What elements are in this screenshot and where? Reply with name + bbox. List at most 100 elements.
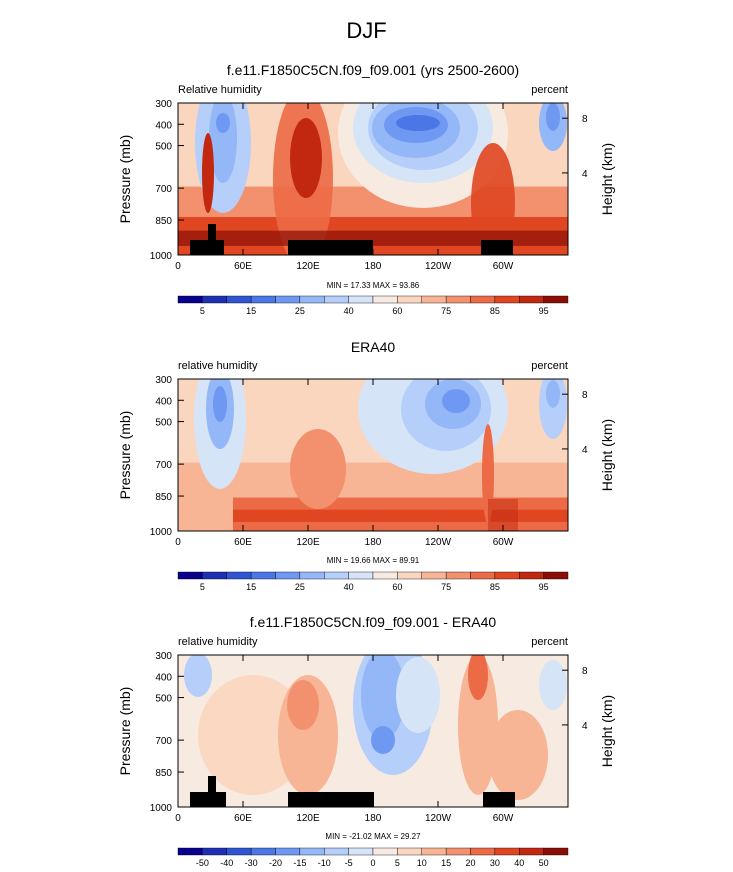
contour-region: [396, 657, 440, 733]
colorbar-label: 95: [539, 306, 549, 316]
y-tick-label: 850: [155, 492, 172, 503]
contour-region: [471, 143, 515, 255]
y-tick-label: 500: [155, 694, 172, 705]
terrain-mask: [288, 792, 374, 807]
terrain-mask: [208, 776, 216, 807]
contour-region: [539, 660, 567, 710]
colorbar-label: 40: [344, 306, 354, 316]
x-tick-label: 120W: [425, 261, 452, 272]
colorbar-label: 50: [539, 858, 549, 868]
colorbar-swatch: [324, 295, 349, 304]
colorbar-swatch: [275, 847, 301, 856]
terrain-mask: [288, 240, 294, 255]
contour-region: [458, 655, 498, 795]
colorbar-label: -20: [269, 858, 282, 868]
panel-3-colorbar: -50 -40 -30 -20 -15 -10 -5 0 5 10 15 20 30 40 50: [177, 847, 569, 868]
colorbar-swatch: [299, 847, 325, 856]
y-axis-title: Pressure (mb): [117, 135, 133, 224]
colorbar-swatch: [494, 847, 520, 856]
panel-1-units-label: percent: [531, 84, 568, 96]
panel-3-min-max: MIN = -21.02 MAX = 29.27: [325, 832, 421, 841]
y-tick-label: 700: [155, 184, 172, 195]
colorbar-label: 5: [200, 306, 205, 316]
colorbar-swatch: [226, 847, 252, 856]
colorbar-swatch: [470, 847, 496, 856]
panel-3-title: f.e11.F1850C5CN.f09_f09.001 - ERA40: [249, 614, 497, 630]
colorbar-label: 75: [441, 306, 451, 316]
colorbar-label: 25: [295, 306, 305, 316]
contour-region: [290, 429, 346, 509]
colorbar-swatch: [324, 571, 349, 580]
y-tick-label: 500: [155, 142, 172, 153]
panel-3-units-label: percent: [531, 636, 568, 648]
x-tick-label: 60E: [234, 261, 252, 272]
colorbar-swatch: [372, 847, 398, 856]
contour-region: [198, 675, 308, 795]
contour-region: [396, 115, 440, 131]
colorbar-label: -50: [196, 858, 209, 868]
colorbar-swatch: [519, 295, 544, 304]
colorbar-swatch: [470, 571, 496, 580]
colorbar-swatch: [226, 571, 252, 580]
y2-axis-title: Height (km): [599, 143, 615, 215]
colorbar-swatch: [372, 295, 398, 304]
colorbar-swatch: [250, 847, 276, 856]
panel-1-colorbar: 5 15 25 40 60 75 85 95: [177, 295, 569, 316]
contour-region: [290, 118, 322, 198]
y2-tick-label: 8: [582, 390, 588, 401]
colorbar-label: -40: [220, 858, 233, 868]
contour-region: [546, 380, 560, 408]
contour-region: [184, 655, 212, 697]
colorbar-label: 15: [246, 582, 256, 592]
colorbar-swatch: [445, 847, 471, 856]
colorbar-swatch: [519, 847, 544, 856]
contour-region: [442, 389, 470, 413]
y-axis-title: Pressure (mb): [117, 687, 133, 776]
colorbar-swatch: [348, 571, 374, 580]
terrain-mask: [208, 224, 216, 255]
panel-2-contour-field: [178, 379, 568, 531]
y2-tick-label: 4: [582, 169, 588, 180]
panel-3-contour-field: [178, 655, 568, 807]
y-tick-label: 700: [155, 460, 172, 471]
panel-2-variable-label: relative humidity: [178, 360, 258, 372]
x-tick-label: 120W: [425, 537, 452, 548]
colorbar-swatch: [421, 571, 447, 580]
panel-1: 0 60E 120E 180 120W 60W 300 400 500 700 850 1000 8 4 P…: [117, 99, 615, 316]
y-tick-label: 850: [155, 768, 172, 779]
colorbar-label: 40: [344, 582, 354, 592]
contour-region: [488, 710, 548, 800]
y-tick-label: 300: [155, 651, 172, 662]
colorbar-label: 95: [539, 582, 549, 592]
colorbar-label: -30: [245, 858, 258, 868]
colorbar-swatch: [445, 571, 471, 580]
colorbar-swatch: [177, 571, 203, 580]
colorbar-swatch: [397, 847, 422, 856]
y-tick-label: 400: [155, 120, 172, 131]
panel-1-variable-label: Relative humidity: [178, 84, 262, 96]
y-tick-label: 300: [155, 375, 172, 386]
panel-3: 0 60E 120E 180 120W 60W300400500700850100084P…: [117, 651, 615, 868]
x-tick-label: 60E: [234, 537, 252, 548]
x-tick-label: 0: [175, 537, 181, 548]
y2-tick-label: 4: [582, 721, 588, 732]
colorbar-label: 5: [395, 858, 400, 868]
y2-axis-title: Height (km): [599, 419, 615, 491]
colorbar-label: -10: [318, 858, 331, 868]
y-tick-label: 1000: [150, 527, 173, 538]
x-tick-label: 0: [175, 261, 181, 272]
colorbar-label: 60: [392, 582, 402, 592]
colorbar-swatch: [299, 571, 325, 580]
colorbar-swatch: [372, 571, 398, 580]
contour-region: [178, 230, 568, 246]
y-tick-label: 500: [155, 418, 172, 429]
y-axis-title: Pressure (mb): [117, 411, 133, 500]
contour-region: [287, 680, 319, 730]
colorbar-label: 85: [490, 306, 500, 316]
colorbar-swatch: [348, 847, 374, 856]
colorbar-swatch: [202, 847, 227, 856]
colorbar-swatch: [397, 295, 422, 304]
colorbar-label: -5: [345, 858, 353, 868]
contour-region: [546, 103, 560, 131]
